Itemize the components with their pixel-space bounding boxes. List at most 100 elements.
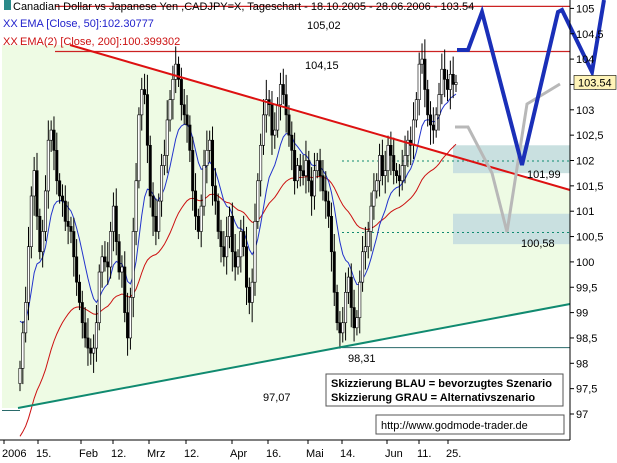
candle-body: [134, 180, 138, 232]
candle-body: [222, 246, 226, 258]
candle-body: [120, 266, 124, 273]
candle-body: [92, 347, 96, 354]
legend: XX EMA [Close, 50]:102.30777 XX EMA(2) […: [3, 18, 180, 48]
ema50-line: [19, 93, 457, 324]
candle-body: [41, 231, 45, 253]
y-tick-label: 97,5: [576, 384, 597, 396]
candle-body: [194, 190, 198, 217]
x-tick-label: Jun: [385, 448, 403, 460]
candle-body: [284, 94, 288, 116]
y-tick-label: 102,5: [576, 130, 604, 142]
header-badge: [4, 0, 11, 10]
candle-body: [366, 231, 370, 247]
candle-body: [216, 200, 220, 232]
candle-body: [168, 99, 172, 121]
legend-ema200-prefix: XX: [3, 36, 18, 48]
chart-title: Canadian Dollar vs Japanese Yen ,CADJPY=…: [13, 1, 474, 13]
candle-body: [199, 205, 203, 232]
candle-body: [97, 271, 101, 324]
level-label-105-02: 105,02: [307, 20, 341, 32]
candle-body: [426, 89, 430, 116]
candle-body: [315, 160, 319, 171]
scenario-gray-label: Skizzierung GRAU = Alternativszenario: [331, 392, 535, 404]
candle-body: [182, 104, 186, 116]
candle-body: [361, 251, 365, 283]
candle-body: [295, 165, 299, 182]
header: Canadian Dollar vs Japanese Yen ,CADJPY=…: [4, 0, 474, 13]
candle-body: [43, 190, 47, 232]
candle-body: [423, 58, 427, 90]
candle-body: [21, 332, 25, 369]
candle-body: [177, 63, 181, 80]
candle-body: [123, 266, 127, 313]
candle-body: [448, 74, 452, 90]
y-tick-label: 97: [576, 409, 588, 421]
candle-body: [256, 180, 260, 222]
lower-trendline: [17, 303, 571, 409]
candle-body: [290, 134, 294, 151]
candle-body: [281, 84, 285, 95]
candle-body: [213, 185, 217, 202]
candle-body: [75, 256, 79, 283]
level-label-98-31: 98,31: [348, 353, 376, 365]
candle-body: [321, 175, 325, 192]
candle-body: [80, 302, 84, 324]
candle-body: [349, 276, 353, 308]
y-tick-label: 100: [576, 257, 594, 269]
y-tick-label: 101,5: [576, 181, 604, 193]
candle-body: [451, 74, 455, 85]
candle-body: [244, 246, 248, 288]
candle-body: [154, 215, 158, 232]
candle-body: [55, 150, 59, 182]
candle-body: [443, 68, 447, 80]
candle-body: [392, 155, 396, 171]
candle-body: [273, 129, 277, 136]
x-axis: 2006 15. Feb 12. Mrz 12. Apr 16. Mai 14. Jun 11. 25.: [0, 439, 570, 460]
candle-body: [324, 190, 328, 202]
candle-body: [151, 195, 155, 217]
y-tick-label: 98: [576, 358, 588, 370]
candle-body: [148, 144, 152, 197]
candle-body: [103, 256, 107, 263]
candle-body: [403, 155, 407, 166]
candle-body: [310, 180, 314, 197]
level-label-97-07: 97,07: [263, 392, 291, 404]
candle-body: [312, 170, 316, 197]
candle-body: [242, 231, 246, 247]
candle-body: [225, 236, 229, 258]
candle-body: [179, 79, 183, 106]
x-tick-label: Apr: [230, 448, 247, 460]
candle-body: [202, 165, 206, 207]
candle-body: [378, 155, 382, 182]
candle-body: [250, 281, 254, 303]
candle-body: [100, 256, 104, 273]
candle-body: [66, 221, 70, 227]
candle-body: [52, 129, 56, 151]
candle-body: [228, 215, 232, 237]
candle-body: [32, 170, 36, 197]
candle-body: [259, 144, 263, 182]
candle-body: [106, 261, 110, 268]
candle-body: [185, 114, 189, 126]
candle-body: [89, 347, 93, 354]
candle-body: [327, 200, 331, 217]
candle-body: [188, 124, 192, 151]
candle-body: [230, 215, 234, 253]
candle-body: [437, 94, 441, 116]
candle-body: [363, 246, 367, 253]
candle-body: [26, 246, 30, 303]
y-tick-label: 105: [576, 3, 594, 15]
candle-body: [372, 190, 376, 207]
candle-body: [434, 114, 438, 131]
candle-body: [83, 322, 87, 339]
candle-body: [143, 89, 147, 95]
candle-body: [145, 94, 149, 146]
legend-ema50-prefix: XX: [3, 18, 18, 30]
y-tick-label: 101: [576, 206, 594, 218]
candle-body: [400, 165, 404, 182]
x-tick-label: 15.: [36, 448, 51, 460]
candle-body: [160, 165, 164, 202]
candle-body: [60, 195, 64, 202]
candle-body: [417, 63, 421, 100]
candle-body: [46, 139, 50, 192]
